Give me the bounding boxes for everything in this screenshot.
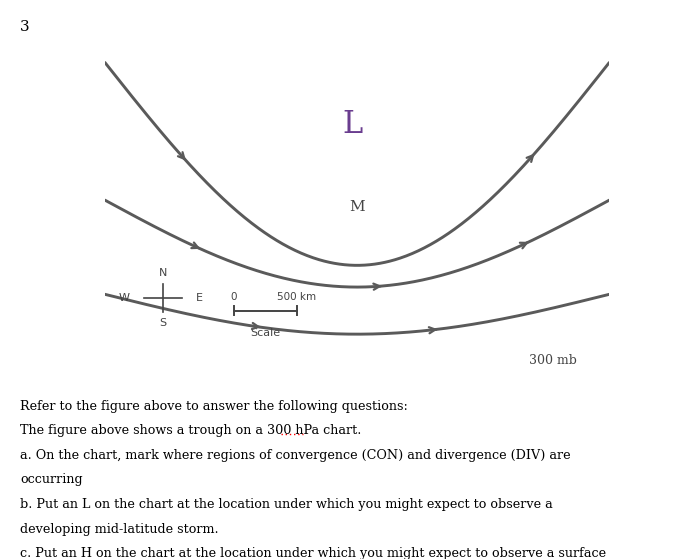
Text: W: W xyxy=(118,293,130,303)
Text: 0: 0 xyxy=(230,292,237,301)
Text: The figure above shows a trough on a 300 hPa chart.: The figure above shows a trough on a 300… xyxy=(20,424,362,437)
Text: b. Put an L on the chart at the location under which you might expect to observe: b. Put an L on the chart at the location… xyxy=(20,498,553,511)
Text: 300 mb: 300 mb xyxy=(529,354,577,367)
Text: Scale: Scale xyxy=(250,328,280,338)
Text: E: E xyxy=(196,293,203,303)
Text: Refer to the figure above to answer the following questions:: Refer to the figure above to answer the … xyxy=(20,400,408,413)
Text: a. On the chart, mark where regions of convergence (CON) and divergence (DIV) ar: a. On the chart, mark where regions of c… xyxy=(20,449,571,462)
Text: M: M xyxy=(349,200,365,215)
Text: L: L xyxy=(342,108,362,140)
Text: 500 km: 500 km xyxy=(277,292,316,301)
Text: N: N xyxy=(158,268,167,278)
Text: c. Put an H on the chart at the location under which you might expect to observe: c. Put an H on the chart at the location… xyxy=(20,547,607,559)
Text: occurring: occurring xyxy=(20,473,83,486)
Text: developing mid-latitude storm.: developing mid-latitude storm. xyxy=(20,523,219,536)
Text: 3: 3 xyxy=(20,20,30,34)
Text: S: S xyxy=(159,318,167,328)
